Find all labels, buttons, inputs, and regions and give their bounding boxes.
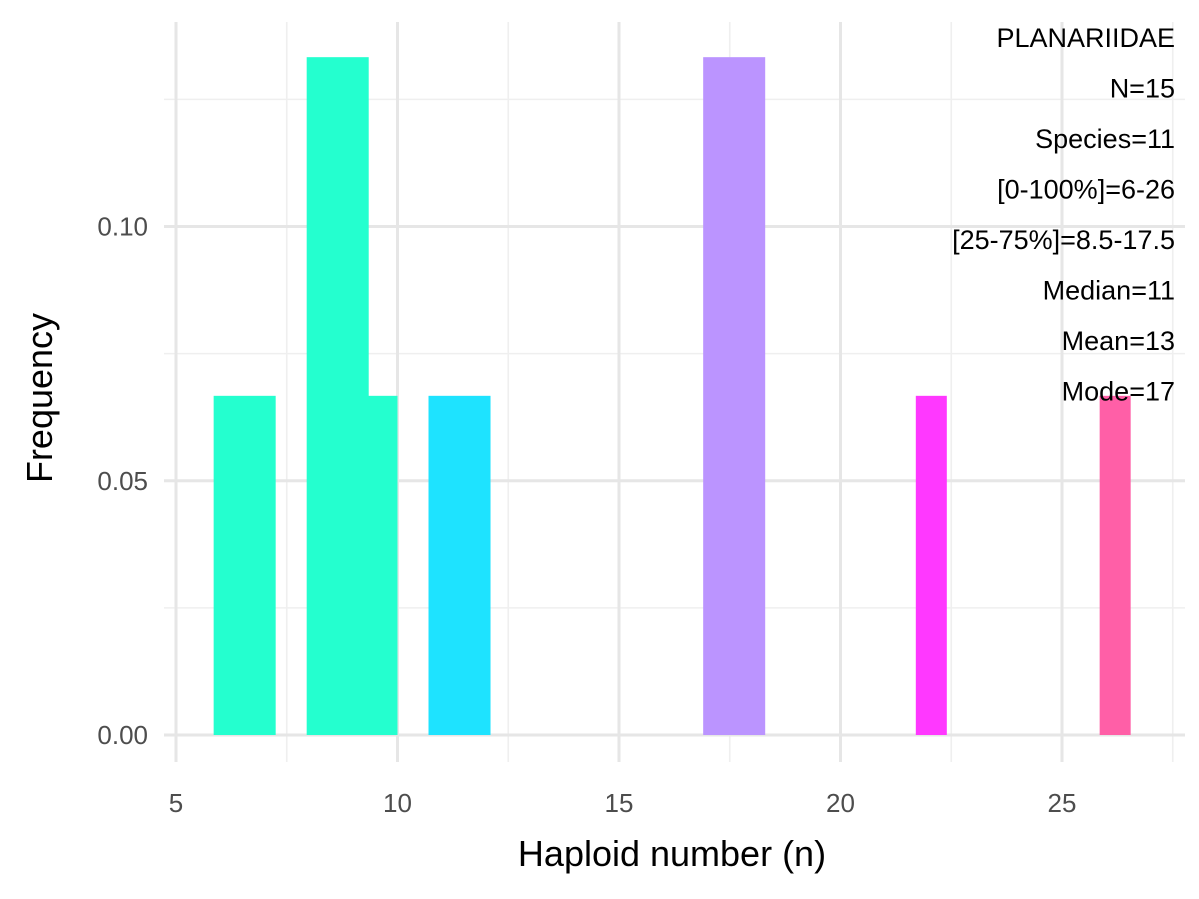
- y-tick-label: 0.05: [97, 466, 148, 496]
- histogram-bar: [428, 395, 491, 735]
- annotation-line: [25-75%]=8.5-17.5: [952, 225, 1175, 255]
- histogram-bar: [1099, 395, 1131, 735]
- annotation-line: [0-100%]=6-26: [997, 175, 1175, 205]
- histogram-bar: [703, 57, 766, 736]
- bars: [213, 57, 1131, 736]
- x-tick-label: 20: [826, 788, 855, 818]
- histogram-bar: [213, 395, 276, 735]
- annotation-line: N=15: [1110, 74, 1175, 104]
- y-tick-label: 0.10: [97, 212, 148, 242]
- y-tick-label: 0.00: [97, 720, 148, 750]
- annotations: PLANARIIDAE N=15 Species=11 [0-100%]=6-26 [2…: [952, 23, 1175, 407]
- x-tick-label: 25: [1048, 788, 1077, 818]
- annotation-line: PLANARIIDAE: [996, 23, 1175, 53]
- x-tick-label: 15: [605, 788, 634, 818]
- annotation-line: Mean=13: [1062, 326, 1175, 356]
- x-tick-labels: 5 10 15 20 25: [169, 788, 1077, 818]
- histogram-bar: [306, 57, 369, 736]
- annotation-line: Mode=17: [1062, 377, 1175, 407]
- annotation-line: Median=11: [1043, 276, 1175, 306]
- y-tick-labels: 0.00 0.05 0.10: [97, 212, 148, 751]
- x-tick-label: 5: [169, 788, 183, 818]
- annotation-line: Species=11: [1035, 124, 1175, 154]
- x-tick-label: 10: [383, 788, 412, 818]
- y-axis-title: Frequency: [19, 313, 60, 483]
- histogram-bar: [915, 395, 947, 735]
- histogram-bar: [364, 395, 398, 735]
- x-axis-title: Haploid number (n): [518, 833, 826, 874]
